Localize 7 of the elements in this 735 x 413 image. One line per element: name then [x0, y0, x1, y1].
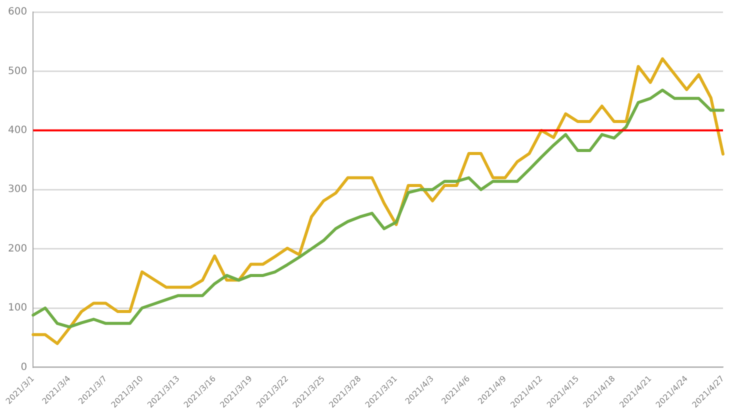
- y-tick-label: 0: [20, 362, 28, 373]
- y-tick-label: 200: [8, 243, 28, 254]
- y-tick-label: 400: [8, 124, 28, 136]
- y-tick-label: 300: [8, 184, 28, 196]
- y-tick-label: 100: [8, 302, 28, 314]
- y-tick-label: 600: [8, 6, 28, 18]
- y-tick-label: 500: [8, 66, 28, 77]
